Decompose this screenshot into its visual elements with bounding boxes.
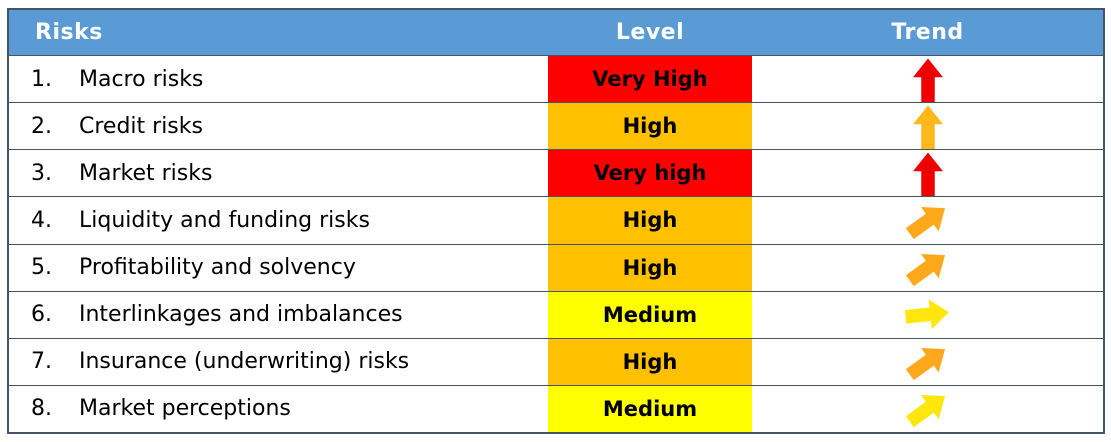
level-badge: Medium	[548, 385, 752, 432]
column-header-level: Level	[615, 20, 685, 45]
trend-cell	[752, 56, 1103, 102]
level-badge: High	[548, 244, 752, 291]
level-badge: High	[548, 197, 752, 244]
trend-cell	[752, 197, 1103, 243]
table-row: 7. Insurance (underwriting) risks High	[9, 337, 1103, 385]
risk-number: 6.	[31, 302, 52, 328]
trend-up-right-arrow-icon	[905, 348, 945, 381]
trend-up-right-arrow-icon	[905, 395, 945, 428]
level-badge: High	[548, 338, 752, 385]
trend-up-right-arrow-icon	[905, 206, 945, 240]
trend-up-arrow-icon	[912, 58, 943, 102]
risk-name: Market perceptions	[79, 396, 291, 422]
table-row: 5. Profitability and solvency High	[9, 243, 1103, 291]
risk-number: 1.	[31, 66, 52, 92]
risk-cell: 5. Profitability and solvency	[9, 245, 548, 291]
trend-cell	[752, 150, 1103, 196]
risk-cell: 2. Credit risks	[9, 103, 548, 149]
column-header-trend: Trend	[891, 20, 964, 45]
risk-cell: 4. Liquidity and funding risks	[9, 197, 548, 243]
table-row: 4. Liquidity and funding risks High	[9, 196, 1103, 244]
risk-number: 7.	[31, 349, 52, 375]
level-badge: Very High	[548, 56, 752, 103]
risk-name: Macro risks	[79, 66, 204, 92]
level-badge: High	[548, 103, 752, 150]
risk-number: 5.	[31, 255, 52, 281]
risk-cell: 8. Market perceptions	[9, 386, 548, 432]
trend-cell	[752, 245, 1103, 291]
risk-number: 4.	[31, 207, 52, 233]
trend-up-right-arrow-icon	[905, 254, 945, 287]
table-row: 8. Market perceptions Medium	[9, 384, 1103, 432]
risk-name: Profitability and solvency	[79, 255, 356, 281]
table-header-row: Risks Level Trend	[9, 10, 1103, 55]
risk-name: Insurance (underwriting) risks	[79, 349, 410, 375]
risk-name: Liquidity and funding risks	[79, 207, 370, 233]
risk-number: 8.	[31, 396, 52, 422]
risk-number: 3.	[31, 160, 52, 186]
risk-cell: 3. Market risks	[9, 150, 548, 196]
risk-name: Interlinkages and imbalances	[79, 302, 403, 328]
table-body: 1. Macro risks Very High 2. Credit risks…	[9, 55, 1103, 432]
risk-cell: 1. Macro risks	[9, 56, 548, 102]
risk-cell: 6. Interlinkages and imbalances	[9, 292, 548, 338]
table-row: 1. Macro risks Very High	[9, 55, 1103, 103]
table-row: 6. Interlinkages and imbalances Medium	[9, 290, 1103, 338]
table-row: 3. Market risks Very high	[9, 149, 1103, 197]
trend-cell	[752, 292, 1103, 338]
trend-cell	[752, 386, 1103, 432]
risk-table: Risks Level Trend 1. Macro risks Very Hi…	[7, 8, 1105, 434]
risk-name: Credit risks	[79, 113, 203, 139]
trend-up-arrow-icon	[912, 105, 943, 149]
risk-number: 2.	[31, 113, 52, 139]
trend-cell	[752, 339, 1103, 385]
trend-up-arrow-icon	[912, 152, 943, 196]
risk-name: Market risks	[79, 160, 213, 186]
trend-cell	[752, 103, 1103, 149]
level-badge: Very high	[548, 150, 752, 197]
column-header-risks: Risks	[35, 20, 103, 45]
risk-cell: 7. Insurance (underwriting) risks	[9, 339, 548, 385]
level-badge: Medium	[548, 291, 752, 338]
table-row: 2. Credit risks High	[9, 102, 1103, 150]
trend-right-arrow-icon	[904, 299, 949, 330]
